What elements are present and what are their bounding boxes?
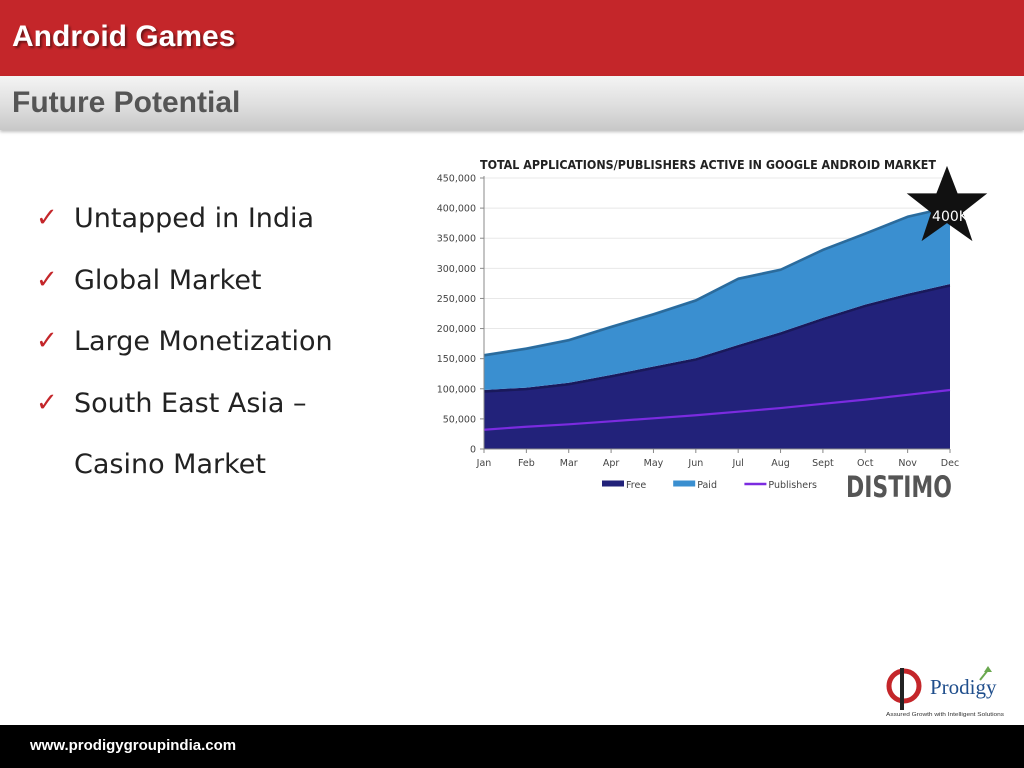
legend-label-publishers: Publishers [768,480,817,491]
x-tick-label: Feb [518,458,535,469]
legend-swatch-free [602,480,624,487]
bullet-text: South East Asia – [74,387,307,419]
y-tick-label: 50,000 [443,414,476,425]
y-tick-label: 250,000 [437,294,476,305]
logo-name: Prodigy [930,675,997,699]
y-tick-label: 450,000 [437,174,476,185]
check-icon: ✓ [36,387,58,418]
bullet-item: ✓ Global Market [36,250,376,312]
legend-label-paid: Paid [697,480,717,491]
y-tick-label: 400,000 [437,204,476,215]
bullet-text: Large Monetization [74,326,333,357]
logo-tagline: Assured Growth with Intelligent Solution… [886,712,1004,718]
bullet-item: ✓ Large Monetization [36,311,376,373]
android-market-chart: TOTAL APPLICATIONS/PUBLISHERS ACTIVE IN … [437,157,988,504]
check-icon: ✓ [36,264,58,295]
star-annotation: 400K [932,209,969,225]
area-paid [484,205,950,390]
chart-axes: 0 50,000 100,000 150,000 200,000 250,000 300,0… [437,174,959,470]
subtitle-banner: Future Potential [0,76,1024,130]
x-tick-label: Oct [857,458,874,469]
y-tick-label: 0 [470,445,476,456]
chart-legend: Free Paid Publishers [602,480,817,491]
x-tick-label: Mar [560,458,578,469]
legend-label-free: Free [626,480,646,491]
prodigy-logo-mark: Prodigy Assured Growth with Intelligent … [886,666,1004,718]
x-tick-label: Apr [603,458,620,469]
bullet-text: Global Market [74,264,262,296]
x-tick-label: May [644,458,664,469]
y-tick-label: 200,000 [437,324,476,335]
slide-subtitle: Future Potential [12,86,241,119]
distimo-watermark: DISTIMO [846,470,952,504]
star-badge: 400K [906,165,988,242]
y-tick-label: 350,000 [437,234,476,245]
legend-swatch-paid [673,480,696,487]
area-edge-shadow [483,205,951,357]
x-tick-label: Jun [687,458,703,469]
y-tick-label: 150,000 [437,354,476,365]
bullet-text: Untapped in India [74,203,315,234]
bullet-text-block: South East Asia – Casino Market [74,373,307,496]
footer-bar: www.prodigygroupindia.com [0,725,1024,768]
area-free [484,283,950,449]
y-tick-label: 300,000 [437,264,476,275]
star-icon [906,165,988,242]
y-tick-label: 100,000 [437,384,476,395]
line-publishers [483,388,951,431]
slide-title: Android Games [12,20,236,53]
top-banner: Android Games [0,0,1024,76]
x-tick-label: Jul [731,458,743,469]
x-tick-label: Jan [476,458,492,469]
bullet-text-continued: Casino Market [74,449,266,480]
check-icon: ✓ [36,203,58,233]
x-tick-label: Nov [898,458,917,469]
chart-lines [483,388,951,431]
area-edge-shadow [483,284,951,393]
bullet-item: ✓ South East Asia – Casino Market [36,373,376,496]
bullet-list: ✓ Untapped in India ✓ Global Market ✓ La… [36,188,376,496]
chart-title: TOTAL APPLICATIONS/PUBLISHERS ACTIVE IN … [480,157,936,172]
x-tick-label: Sept [812,458,834,469]
x-tick-label: Dec [941,458,959,469]
chart-areas [483,205,951,449]
footer-url[interactable]: www.prodigygroupindia.com [30,737,237,754]
check-icon: ✓ [36,326,58,356]
x-tick-label: Aug [771,458,790,469]
prodigy-logo: Prodigy Assured Growth with Intelligent … [884,660,1014,720]
bullet-item: ✓ Untapped in India [36,188,376,250]
